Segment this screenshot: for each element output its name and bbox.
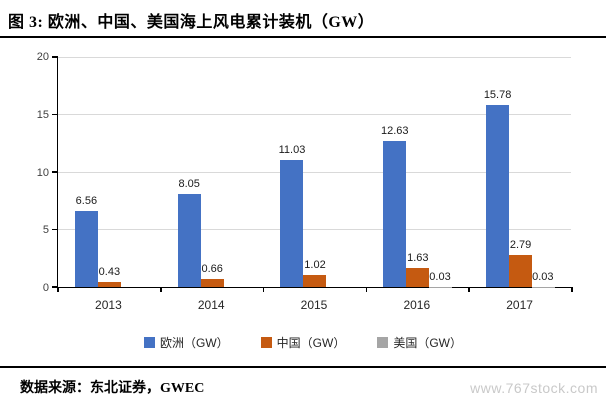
series-slot: 2.79	[509, 57, 533, 287]
y-tick-label: 5	[42, 224, 49, 237]
series-slot: 15.78	[483, 57, 512, 287]
bar-series2-2017	[509, 254, 533, 287]
bar-series1-2014	[177, 194, 201, 287]
bar-value-label: 12.63	[381, 125, 409, 138]
gridline	[58, 56, 571, 58]
bar-value-label: 0.66	[201, 263, 223, 276]
y-axis-tick	[52, 113, 58, 116]
bar-value-label: 0.03	[532, 270, 554, 283]
x-tick-label: 2017	[506, 298, 533, 312]
bar-value-label: 8.05	[178, 178, 200, 191]
category-group-2014: 8.05 0.66	[161, 57, 264, 287]
category-group-2016: 12.63 1.63 0.03	[366, 57, 469, 287]
series-slot: 0.03	[429, 57, 453, 287]
bar-value-label: 6.56	[75, 195, 98, 208]
bar-value-label: 15.78	[483, 88, 512, 101]
x-axis-tick	[160, 287, 162, 292]
series-slot: 1.02	[303, 57, 327, 287]
series-slot: 11.03	[278, 57, 306, 287]
y-tick-label: 20	[36, 51, 49, 63]
x-axis-tick	[365, 287, 368, 292]
bar-value-label: 11.03	[278, 143, 306, 156]
bar-series2-2016	[406, 268, 430, 287]
bar-series1-2013	[74, 211, 98, 287]
x-tick-label: 2016	[403, 298, 431, 312]
bar-chart: 6.56 0.43 8.05 0.66 11.03 1.02 12.63 1.63 0.03 15…	[0, 40, 606, 366]
bar-series2-2014	[200, 279, 224, 287]
y-axis-tick	[52, 171, 58, 173]
series-slot: 12.63	[381, 57, 409, 287]
gridline	[58, 114, 571, 115]
bar-value-label: 1.63	[407, 252, 429, 265]
x-tick-label: 2013	[95, 298, 122, 312]
y-axis-tick	[52, 56, 58, 58]
y-axis-tick	[52, 228, 58, 231]
series-slot	[224, 57, 247, 287]
gridline	[58, 229, 571, 230]
y-tick-label: 10	[36, 166, 49, 179]
bar-value-label: 2.79	[509, 238, 532, 251]
series-slot: 1.63	[406, 57, 430, 287]
y-tick-label: 0	[42, 282, 49, 294]
x-axis-tick	[468, 287, 470, 292]
legend-swatch-icon	[143, 337, 155, 348]
gridline	[58, 171, 571, 173]
y-axis-tick	[52, 286, 58, 288]
figure-title: 图 3: 欧洲、中国、美国海上风电累计装机（GW）	[8, 14, 375, 31]
x-tick-label: 2014	[197, 298, 225, 312]
x-axis-tick	[57, 287, 59, 292]
data-source-label: 数据来源：东北证券，GWEC	[20, 381, 205, 396]
series-slot: 0.03	[532, 57, 556, 287]
series-slot: 0.66	[200, 57, 224, 287]
bar-series1-2017	[486, 104, 510, 287]
bar-series1-2016	[383, 141, 407, 287]
bar-series1-2015	[280, 159, 304, 287]
bar-value-label: 0.43	[98, 266, 121, 279]
legend-label: 欧洲（GW）	[159, 336, 229, 350]
legend-swatch-icon	[260, 337, 272, 348]
legend-item: 欧洲（GW）	[143, 334, 229, 351]
bar-series2-2013	[97, 282, 121, 287]
legend-item: 中国（GW）	[260, 334, 346, 351]
category-group-2015: 11.03 1.02	[264, 57, 367, 287]
legend-label: 中国（GW）	[276, 336, 346, 350]
category-group-2017: 15.78 2.79 0.03	[469, 57, 572, 287]
series-slot	[326, 57, 349, 287]
series-slot: 6.56	[74, 57, 98, 287]
x-axis-tick	[262, 287, 265, 292]
figure-header: 图 3: 欧洲、中国、美国海上风电累计装机（GW）	[0, 0, 606, 38]
legend-label: 美国（GW）	[393, 336, 462, 350]
watermark-text: www.767stock.com	[470, 380, 598, 396]
y-tick-label: 15	[36, 108, 49, 121]
category-group-2013: 6.56 0.43	[58, 57, 161, 287]
bar-value-label: 0.03	[429, 270, 451, 283]
bar-value-label: 1.02	[304, 259, 326, 272]
legend-swatch-icon	[377, 337, 389, 348]
series-slot	[121, 57, 144, 287]
series-slot: 0.43	[97, 57, 121, 287]
figure-footer: 数据来源：东北证券，GWEC www.767stock.com	[0, 366, 606, 403]
series-slot: 8.05	[177, 57, 201, 287]
x-tick-label: 2015	[300, 298, 328, 312]
x-axis-tick	[571, 287, 573, 292]
legend-item: 美国（GW）	[377, 334, 462, 351]
bar-series2-2015	[303, 275, 327, 287]
plot-area: 6.56 0.43 8.05 0.66 11.03 1.02 12.63 1.63 0.03 15…	[52, 56, 573, 292]
chart-legend: 欧洲（GW） 中国（GW） 美国（GW）	[0, 334, 606, 351]
